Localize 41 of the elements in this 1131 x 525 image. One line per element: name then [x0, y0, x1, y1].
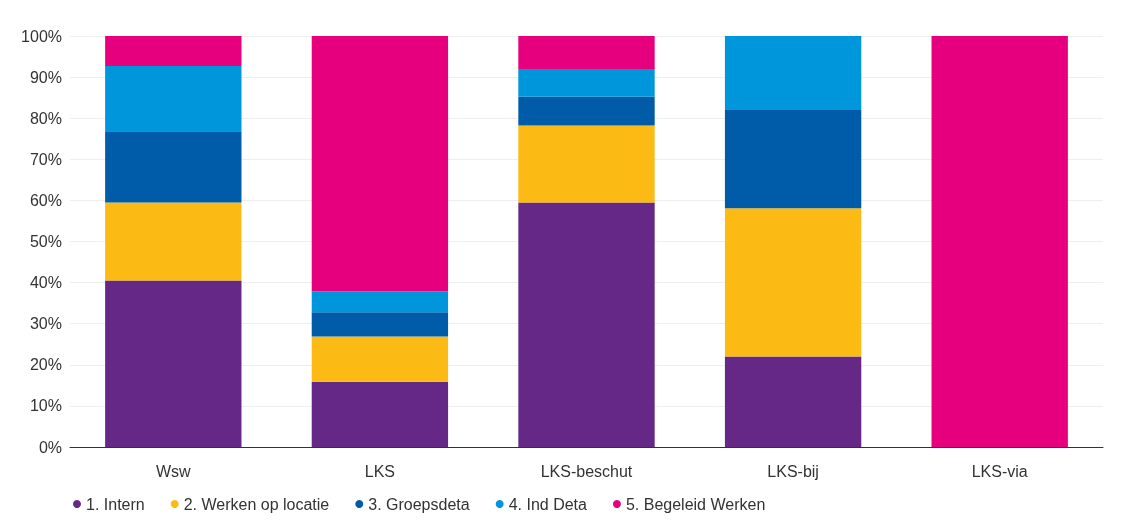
- legend-label: 3. Groepsdeta: [368, 495, 470, 513]
- x-tick-label: LKS-beschut: [540, 462, 633, 480]
- y-tick-label: 40%: [29, 274, 62, 292]
- bar: [105, 36, 242, 66]
- y-tick-label: 50%: [29, 233, 62, 250]
- y-tick-label: 20%: [29, 356, 62, 374]
- bar: [518, 36, 655, 69]
- legend-label: 4. Ind Deta: [508, 495, 588, 513]
- y-tick-label: 0%: [38, 438, 62, 456]
- bar: [311, 336, 449, 382]
- bar: [105, 202, 242, 281]
- bar: [105, 280, 242, 447]
- x-tick-label: Wsw: [155, 462, 192, 480]
- y-tick-label: 60%: [29, 191, 62, 209]
- x-tick-label: LKS: [364, 462, 396, 480]
- x-tick-label: LKS-bij: [767, 462, 819, 480]
- bar: [105, 131, 242, 203]
- bar: [518, 68, 655, 97]
- y-tick-label: 90%: [29, 68, 62, 86]
- bar: [105, 66, 242, 132]
- bar: [518, 96, 655, 126]
- bar: [518, 125, 655, 203]
- y-tick-label: 10%: [29, 397, 62, 415]
- legend-label: 2. Werken op locatie: [183, 495, 330, 513]
- bar: [724, 36, 862, 110]
- y-tick-label: 30%: [29, 315, 62, 333]
- bar: [311, 291, 449, 313]
- bar: [724, 109, 862, 209]
- y-tick-label: 80%: [29, 109, 62, 127]
- y-tick-label: 70%: [29, 150, 62, 168]
- x-tick-label: LKS-via: [971, 462, 1028, 480]
- bar: [724, 356, 862, 447]
- legend-label: 1. Intern: [86, 495, 145, 513]
- bar: [518, 202, 655, 447]
- bar: [311, 381, 449, 447]
- bar: [724, 208, 862, 357]
- bar: [311, 36, 449, 292]
- bar: [311, 312, 449, 337]
- y-tick-label: 100%: [21, 27, 62, 45]
- bar: [931, 36, 1068, 447]
- legend-label: 5. Begeleid Werken: [625, 495, 766, 513]
